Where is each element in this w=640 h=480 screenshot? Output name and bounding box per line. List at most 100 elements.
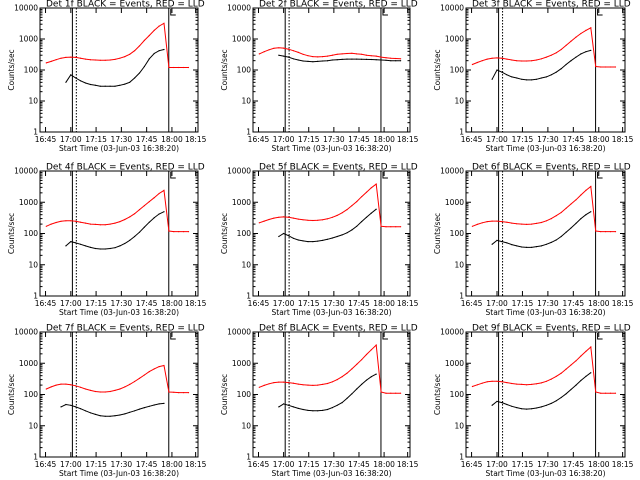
x-axis-label: Start Time (03-Jun-03 16:38:20) bbox=[272, 469, 392, 478]
data-point-lld bbox=[336, 379, 338, 381]
data-point-lld bbox=[580, 32, 582, 35]
data-point-lld bbox=[511, 222, 513, 224]
x-tick-label: 18:15 bbox=[612, 135, 634, 144]
data-point-lld bbox=[585, 350, 587, 352]
x-tick-label: 17:30 bbox=[537, 460, 559, 469]
data-point-events bbox=[511, 405, 513, 407]
data-point-lld bbox=[50, 223, 52, 225]
data-point-lld bbox=[526, 384, 528, 386]
y-tick-label: 10000 bbox=[440, 167, 464, 176]
data-point-lld bbox=[273, 382, 275, 384]
data-point-lld bbox=[540, 221, 543, 224]
data-point-events bbox=[278, 54, 280, 56]
data-point-events bbox=[361, 58, 363, 60]
data-point-events bbox=[119, 84, 121, 86]
data-point-events bbox=[134, 410, 136, 412]
x-tick-label: 18:00 bbox=[373, 299, 395, 308]
data-point-events bbox=[526, 246, 528, 248]
data-point-lld bbox=[365, 191, 368, 193]
data-point-events bbox=[351, 229, 353, 231]
data-point-events bbox=[585, 214, 587, 216]
plot-frame bbox=[39, 7, 199, 133]
x-tick-label: 17:45 bbox=[136, 460, 158, 469]
y-tick-label: 10 bbox=[28, 421, 38, 430]
data-point-lld bbox=[109, 223, 111, 225]
data-point-lld bbox=[129, 53, 131, 55]
data-point-lld bbox=[287, 216, 290, 218]
data-point-lld bbox=[312, 219, 314, 222]
x-tick-label: 17:15 bbox=[512, 135, 534, 144]
data-point-lld bbox=[60, 57, 62, 59]
data-point-lld bbox=[268, 383, 270, 385]
data-point-lld bbox=[545, 220, 548, 222]
data-point-events bbox=[143, 407, 145, 409]
marker-bracket bbox=[170, 9, 176, 16]
y-tick-label: 1 bbox=[459, 453, 464, 462]
data-point-events bbox=[129, 411, 131, 413]
data-point-lld bbox=[395, 392, 397, 394]
data-point-events bbox=[531, 408, 533, 410]
data-point-lld bbox=[565, 207, 567, 209]
marker-bracket bbox=[382, 172, 388, 179]
data-point-lld bbox=[168, 391, 170, 393]
data-point-lld bbox=[575, 199, 577, 201]
data-point-events bbox=[341, 58, 343, 61]
data-point-lld bbox=[75, 385, 77, 387]
data-point-lld bbox=[163, 189, 165, 191]
data-point-lld bbox=[143, 205, 145, 207]
y-tick-label: 10000 bbox=[227, 167, 251, 176]
data-point-events bbox=[134, 77, 136, 79]
data-point-events bbox=[346, 58, 348, 60]
plot-frame bbox=[252, 331, 411, 458]
data-point-lld bbox=[80, 386, 82, 388]
data-point-lld bbox=[331, 54, 333, 56]
data-point-events bbox=[375, 59, 377, 61]
data-point-lld bbox=[351, 52, 353, 54]
panel-title: Det 2f BLACK = Events, RED = LLD bbox=[259, 0, 418, 10]
data-point-events bbox=[322, 409, 324, 411]
data-point-lld bbox=[307, 219, 309, 221]
data-point-lld bbox=[506, 58, 508, 60]
data-point-lld bbox=[486, 381, 488, 383]
data-point-lld bbox=[60, 220, 62, 222]
x-tick-label: 18:00 bbox=[161, 299, 183, 308]
data-point-lld bbox=[129, 216, 131, 218]
data-point-events bbox=[94, 84, 96, 86]
x-tick-label: 18:15 bbox=[612, 299, 634, 308]
data-point-events bbox=[346, 397, 348, 399]
data-point-lld bbox=[297, 51, 299, 54]
x-tick-label: 17:00 bbox=[60, 299, 82, 308]
data-point-lld bbox=[521, 223, 523, 225]
data-point-lld bbox=[89, 59, 92, 61]
data-point-lld bbox=[75, 220, 77, 222]
data-point-lld bbox=[535, 222, 538, 224]
data-point-events bbox=[535, 78, 538, 80]
data-point-events bbox=[143, 65, 145, 68]
data-point-lld bbox=[322, 383, 324, 385]
data-point-lld bbox=[99, 59, 101, 61]
y-axis-label: Counts/sec bbox=[433, 49, 442, 90]
data-point-lld bbox=[94, 59, 96, 61]
data-point-events bbox=[545, 243, 548, 245]
data-point-lld bbox=[109, 390, 111, 393]
data-point-events bbox=[158, 50, 160, 52]
data-point-events bbox=[365, 58, 368, 61]
data-point-lld bbox=[570, 364, 572, 366]
data-point-events bbox=[341, 402, 343, 404]
plot-frame bbox=[252, 7, 411, 133]
panel-title: Det 9f BLACK = Events, RED = LLD bbox=[472, 324, 631, 334]
data-point-lld bbox=[322, 56, 324, 58]
data-point-lld bbox=[278, 216, 280, 218]
data-point-lld bbox=[370, 55, 372, 57]
y-tick-label: 100 bbox=[237, 390, 252, 399]
data-point-lld bbox=[138, 377, 141, 379]
data-point-lld bbox=[400, 392, 402, 394]
data-point-events bbox=[570, 388, 572, 391]
y-tick-label: 10 bbox=[28, 260, 38, 269]
data-point-lld bbox=[496, 57, 498, 59]
data-point-events bbox=[153, 217, 155, 219]
data-point-lld bbox=[555, 52, 557, 54]
data-point-events bbox=[521, 246, 523, 248]
data-point-events bbox=[307, 241, 309, 243]
x-tick-label: 17:45 bbox=[563, 460, 585, 469]
